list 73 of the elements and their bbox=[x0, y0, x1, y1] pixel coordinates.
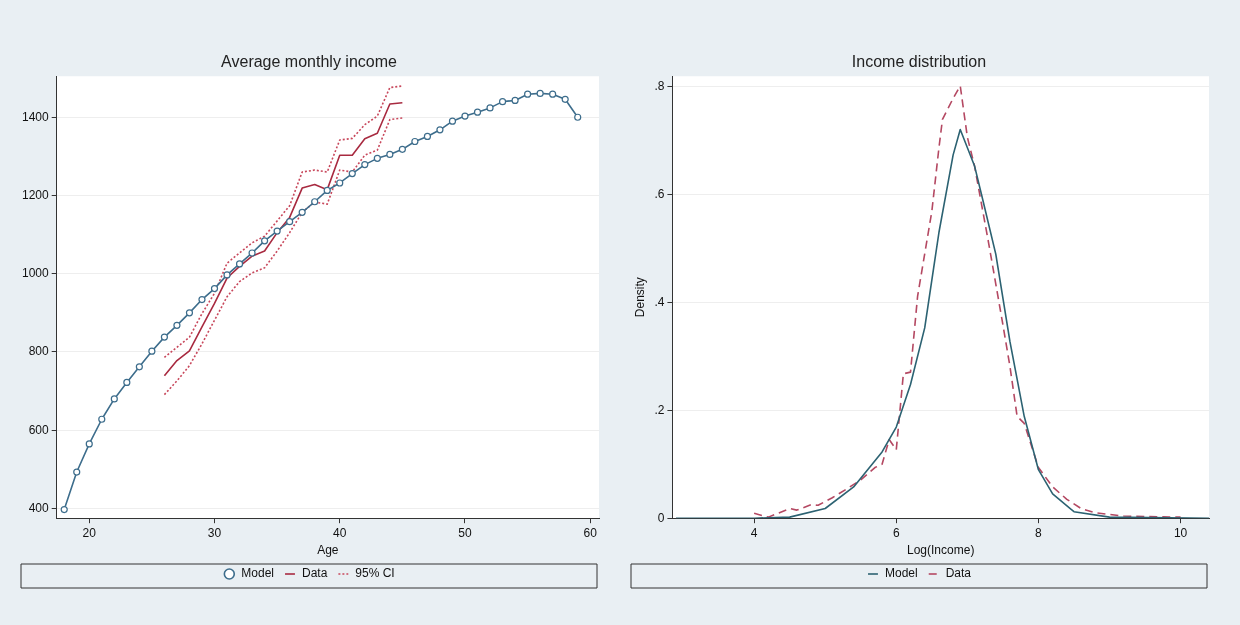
x-tick-label: 60 bbox=[583, 525, 598, 540]
point bbox=[524, 90, 532, 98]
point bbox=[135, 363, 143, 371]
line-series bbox=[753, 85, 1182, 518]
point bbox=[261, 237, 269, 245]
point bbox=[436, 126, 444, 134]
point bbox=[411, 137, 419, 146]
point bbox=[311, 198, 319, 206]
point bbox=[361, 161, 369, 169]
point bbox=[110, 395, 118, 403]
legend-label: Model bbox=[884, 566, 918, 581]
point bbox=[536, 89, 544, 98]
y-tick-label: .4 bbox=[654, 294, 665, 309]
y-tick-label: 800 bbox=[28, 344, 50, 359]
chart-title: Income distribution bbox=[851, 53, 987, 71]
x-tick-label: 40 bbox=[333, 525, 347, 540]
point bbox=[448, 117, 457, 125]
x-axis-title: Log(Income) bbox=[907, 543, 975, 558]
x-axis-title: Age bbox=[317, 543, 339, 558]
point bbox=[348, 170, 356, 178]
point bbox=[210, 285, 219, 293]
point bbox=[73, 468, 81, 476]
legend-label: Data bbox=[945, 566, 972, 581]
y-tick-label: .2 bbox=[654, 402, 665, 417]
point bbox=[273, 227, 281, 235]
x-tick-label: 20 bbox=[82, 525, 97, 540]
y-tick-label: 1200 bbox=[21, 187, 50, 202]
x-tick-label: 6 bbox=[892, 525, 900, 540]
point bbox=[473, 108, 482, 116]
point bbox=[173, 321, 181, 329]
legend-label: Model bbox=[241, 566, 274, 581]
point bbox=[549, 90, 557, 98]
point bbox=[561, 95, 569, 103]
y-tick-label: 1000 bbox=[21, 266, 50, 281]
point bbox=[574, 113, 582, 121]
point bbox=[248, 249, 256, 257]
point bbox=[373, 154, 381, 162]
point bbox=[148, 347, 156, 355]
x-tick-label: 8 bbox=[1035, 525, 1043, 540]
chart-title: Average monthly income bbox=[221, 53, 397, 71]
point bbox=[386, 150, 394, 159]
point bbox=[486, 104, 494, 112]
point bbox=[85, 440, 93, 448]
y-tick-label: 400 bbox=[28, 500, 50, 515]
y-tick-label: 0 bbox=[657, 510, 665, 525]
point bbox=[185, 309, 194, 317]
point bbox=[298, 208, 306, 216]
y-tick-label: .6 bbox=[654, 187, 665, 202]
point bbox=[511, 96, 519, 105]
x-tick-label: 30 bbox=[207, 525, 222, 540]
y-axis-title: Density bbox=[632, 277, 647, 318]
point bbox=[323, 186, 331, 195]
y-tick-label: .8 bbox=[654, 79, 665, 94]
point bbox=[461, 112, 469, 120]
point bbox=[60, 506, 68, 514]
x-tick-label: 4 bbox=[750, 525, 758, 540]
point bbox=[123, 378, 131, 387]
legend-label: Data bbox=[301, 566, 328, 581]
point bbox=[498, 98, 507, 106]
point bbox=[398, 145, 406, 153]
x-tick-label: 50 bbox=[458, 525, 472, 540]
point bbox=[336, 179, 344, 187]
y-tick-label: 1400 bbox=[21, 109, 50, 124]
x-tick-label: 10 bbox=[1173, 525, 1188, 540]
point bbox=[235, 260, 244, 268]
y-tick-label: 600 bbox=[28, 422, 50, 437]
legend-label: 95% CI bbox=[355, 566, 395, 581]
point bbox=[223, 271, 231, 279]
point bbox=[198, 295, 206, 304]
point bbox=[286, 218, 294, 226]
point bbox=[423, 132, 432, 141]
point bbox=[98, 415, 106, 423]
point bbox=[160, 333, 169, 341]
